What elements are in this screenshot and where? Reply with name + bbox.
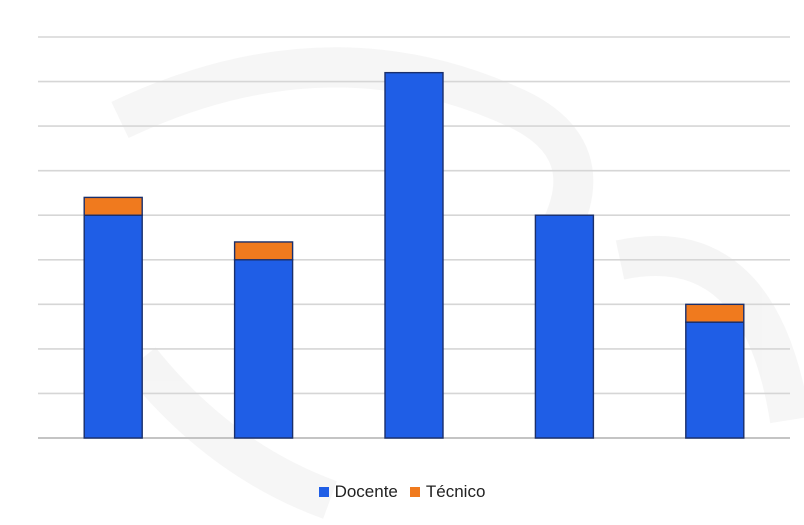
legend-label-tecnico: Técnico (425, 482, 486, 501)
bar-tecnico-1 (83, 196, 143, 216)
legend-item-tecnico: Técnico (409, 482, 486, 502)
bar-docente-4 (534, 214, 595, 439)
bars (83, 71, 745, 439)
legend-label-docente: Docente (334, 482, 398, 501)
bar-docente-1 (83, 214, 143, 439)
bar-docente-3 (384, 71, 444, 439)
bar-docente-5 (685, 321, 745, 439)
legend-item-docente: Docente (318, 482, 398, 502)
bar-tecnico-5 (685, 303, 745, 323)
legend-swatch-tecnico (409, 487, 420, 497)
bar-tecnico-2 (233, 241, 294, 261)
legend-swatch-docente (318, 487, 329, 497)
legend: Docente Técnico (0, 482, 804, 502)
bar-docente-2 (233, 259, 294, 439)
